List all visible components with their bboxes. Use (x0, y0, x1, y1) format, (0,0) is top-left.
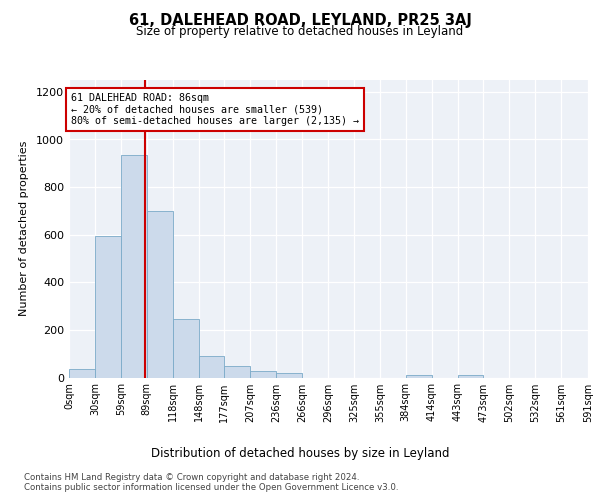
Bar (199, 356, 224, 378)
Bar (276, 373, 302, 378)
Bar (147, 211, 173, 378)
Bar (173, 319, 199, 378)
Bar (250, 371, 276, 378)
Bar (69, 369, 95, 378)
Text: Contains public sector information licensed under the Open Government Licence v3: Contains public sector information licen… (24, 482, 398, 492)
Bar (406, 374, 431, 378)
Text: Size of property relative to detached houses in Leyland: Size of property relative to detached ho… (136, 25, 464, 38)
Text: Distribution of detached houses by size in Leyland: Distribution of detached houses by size … (151, 448, 449, 460)
Bar (95, 236, 121, 378)
Text: Contains HM Land Registry data © Crown copyright and database right 2024.: Contains HM Land Registry data © Crown c… (24, 472, 359, 482)
Y-axis label: Number of detached properties: Number of detached properties (19, 141, 29, 316)
Bar (458, 374, 484, 378)
Text: 61, DALEHEAD ROAD, LEYLAND, PR25 3AJ: 61, DALEHEAD ROAD, LEYLAND, PR25 3AJ (128, 12, 472, 28)
Bar (121, 155, 147, 378)
Text: 61 DALEHEAD ROAD: 86sqm
← 20% of detached houses are smaller (539)
80% of semi-d: 61 DALEHEAD ROAD: 86sqm ← 20% of detache… (71, 93, 359, 126)
Bar (224, 366, 250, 378)
